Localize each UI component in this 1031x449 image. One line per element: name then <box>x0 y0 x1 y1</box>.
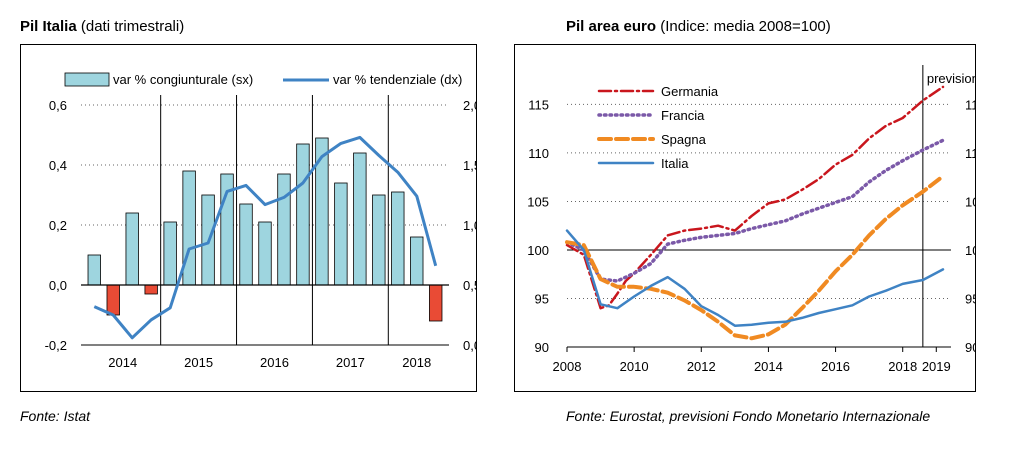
right-x-tick-label: 2016 <box>821 359 850 374</box>
left-bar <box>315 137 329 286</box>
left-chart-title: Pil Italia (dati trimestrali) <box>20 18 184 35</box>
left-x-tick-label: 2018 <box>402 355 431 370</box>
left-bar <box>258 221 272 286</box>
right-x-tick-label: 2012 <box>687 359 716 374</box>
right-x-tick-label: 2008 <box>553 359 582 374</box>
right-chart-y-tick-right: 90 <box>965 340 975 355</box>
left-bar <box>429 284 443 322</box>
left-x-tick-label: 2017 <box>336 355 365 370</box>
right-chart-y-tick-left: 95 <box>535 291 549 306</box>
right-chart-y-tick-left: 105 <box>527 194 549 209</box>
right-chart-y-tick-right: 110 <box>965 146 975 161</box>
right-chart-svg: 115 115 110 110 105 105 100 100 95 95 90 90 2008 2010… <box>527 65 987 374</box>
right-series-line-spagna <box>565 174 945 341</box>
left-bar <box>410 236 424 286</box>
left-legend-bar-label: var % congiunturale (sx) <box>113 72 253 87</box>
right-y-tick-label: 2,0 <box>463 98 476 113</box>
left-bar <box>144 284 158 295</box>
left-y-tick-label: 0,0 <box>49 278 67 293</box>
right-series-line-germania <box>565 85 945 310</box>
left-bar <box>87 254 101 286</box>
right-y-tick-label: 0,0 <box>463 338 476 353</box>
left-bar <box>125 212 139 286</box>
right-chart-y-tick-right: 100 <box>965 243 975 258</box>
left-chart-title-main: Pil Italia <box>20 18 77 35</box>
left-bar <box>391 191 405 286</box>
left-bar <box>353 152 367 286</box>
right-series-line-italia <box>565 229 945 327</box>
right-chart-y-tick-left: 115 <box>528 97 549 112</box>
left-x-tick-label: 2015 <box>184 355 213 370</box>
left-chart-panel: 0,6 0,4 0,2 0,0 -0,2 2,0 1,5 1,0 0,5 0,0 2014 2015 2… <box>20 44 481 392</box>
right-chart-panel: 115 115 110 110 105 105 100 100 95 95 90 90 2008 2010… <box>514 44 987 392</box>
right-chart-subtitle: (Indice: media 2008=100) <box>660 18 831 35</box>
right-legend-label-francia: Francia <box>661 108 705 123</box>
left-y-tick-label: 0,2 <box>49 218 67 233</box>
left-bar <box>163 221 177 286</box>
left-y-tick-label: 0,6 <box>49 98 67 113</box>
right-y-tick-label: 1,5 <box>463 158 476 173</box>
left-y-tick-label: -0,2 <box>45 338 67 353</box>
left-bar <box>106 284 120 316</box>
left-bar <box>372 194 386 286</box>
right-chart-y-tick-right: 115 <box>965 97 975 112</box>
right-chart-y-tick-left: 110 <box>528 146 549 161</box>
right-x-tick-label: 2010 <box>620 359 649 374</box>
left-chart-svg: 0,6 0,4 0,2 0,0 -0,2 2,0 1,5 1,0 0,5 0,0 2014 2015 2… <box>45 72 481 370</box>
right-legend-label-spagna: Spagna <box>661 132 707 147</box>
left-bar <box>296 143 310 286</box>
right-legend-label-italia: Italia <box>661 156 689 171</box>
left-x-tick-label: 2014 <box>108 355 137 370</box>
right-chart-y-tick-left: 90 <box>535 340 549 355</box>
right-chart-title: Pil area euro (Indice: media 2008=100) <box>566 18 831 35</box>
left-legend-bar-swatch <box>64 72 110 87</box>
left-bar <box>239 203 253 286</box>
right-legend-label-germania: Germania <box>661 84 719 99</box>
right-chart-title-main: Pil area euro <box>566 18 657 35</box>
right-y-tick-label: 1,0 <box>463 218 476 233</box>
right-series-line-francia <box>565 138 945 283</box>
left-chart-subtitle: (dati trimestrali) <box>80 18 185 35</box>
left-line-series <box>93 135 438 340</box>
left-bar <box>182 170 196 286</box>
left-x-tick-label: 2016 <box>260 355 289 370</box>
right-chart-source: Fonte: Eurostat, previsioni Fondo Moneta… <box>566 408 931 424</box>
left-y-tick-label: 0,4 <box>49 158 67 173</box>
right-x-tick-label: 2018 <box>888 359 917 374</box>
right-x-tick-label: 2019 <box>922 359 951 374</box>
right-chart-y-tick-left: 100 <box>527 243 549 258</box>
left-chart-source: Fonte: Istat <box>20 408 91 424</box>
right-chart-y-tick-right: 95 <box>965 291 975 306</box>
right-chart-y-tick-right: 105 <box>965 194 975 209</box>
right-y-tick-label: 0,5 <box>463 278 476 293</box>
right-x-tick-label: 2014 <box>754 359 783 374</box>
left-bar <box>334 182 348 286</box>
left-bar <box>277 173 291 286</box>
forecast-annotation: previsioni <box>927 71 975 86</box>
left-legend-line-label: var % tendenziale (dx) <box>333 72 462 87</box>
